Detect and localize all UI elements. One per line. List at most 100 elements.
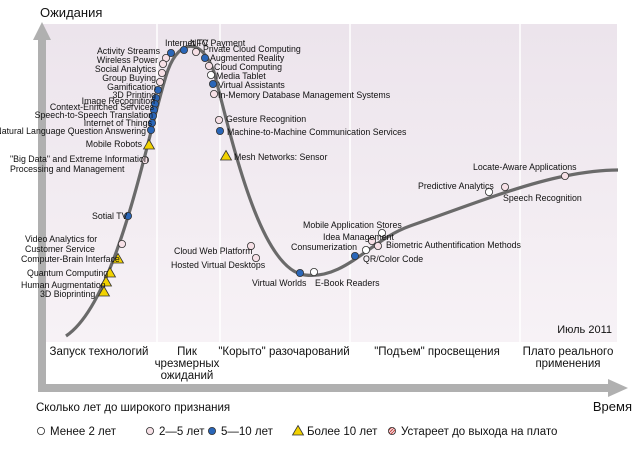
tech-31-marker [246, 241, 255, 250]
tech-33-marker [295, 268, 304, 277]
tech-19-marker [146, 126, 155, 135]
tech-23-marker [219, 149, 233, 161]
tech-24-marker [140, 155, 149, 164]
tech-35-label: Consumerization [291, 242, 357, 252]
tech-25-marker [124, 211, 133, 220]
tech-36-label: Mobile Application Stores [303, 220, 402, 230]
legend-1-label: Менее 2 лет [50, 426, 117, 438]
tech-42-marker [561, 171, 570, 180]
date-label: Июль 2011 [557, 324, 612, 336]
tech-4-label: Activity Streams [97, 46, 161, 56]
tech-1-marker [166, 49, 175, 58]
tech-30-marker [97, 285, 111, 297]
tech-12-label: Gamification [107, 82, 156, 92]
tech-34-marker [309, 267, 318, 276]
tech-10-label: Group Buying [102, 73, 156, 83]
tech-3-marker [191, 48, 200, 57]
phase-label-1: Запуск технологий [50, 346, 149, 358]
tech-5-label: Augmented Reality [210, 53, 285, 63]
tech-40-marker [484, 187, 493, 196]
tech-39-label: QR/Color Code [363, 254, 423, 264]
tech-41-marker [500, 182, 509, 191]
tech-1-label: Internet TV [165, 38, 208, 48]
tech-32-marker [251, 253, 260, 262]
tech-28-label: Quantum Computing [27, 268, 108, 278]
legend-5-marker [387, 426, 396, 435]
tech-42-label: Locate-Aware Applications [473, 162, 577, 172]
tech-6-label: Wireless Power [97, 55, 158, 65]
tech-10-marker [155, 78, 164, 87]
tech-27-label: Computer-Brain Interface [21, 254, 120, 264]
tech-28-marker [103, 266, 117, 278]
tech-7-marker [204, 62, 213, 71]
tech-38-label: Biometric Authentification Methods [386, 240, 522, 250]
tech-18-label: Internet of Things [84, 118, 153, 128]
x-axis-label: Время [593, 399, 632, 414]
x-axis-arrow [608, 379, 628, 397]
legend-title: Сколько лет до широкого признания [36, 402, 230, 414]
tech-25-label: Sotial TV [92, 211, 128, 221]
tech-22-marker [142, 138, 156, 150]
phase-label-3: "Корыто" разочарований [218, 346, 349, 358]
tech-14-label: 3D Printing [112, 90, 156, 100]
tech-26-label: Video Analytics for Customer Service [25, 234, 97, 254]
tech-11-marker [208, 80, 217, 89]
tech-40-label: Predictive Analytics [418, 181, 494, 191]
tech-22-label: Mobile Robots [86, 139, 143, 149]
tech-37-label: Idea Management [323, 232, 394, 242]
tech-12-marker [153, 86, 162, 95]
legend-1-marker [37, 426, 46, 435]
tech-15-label: Image Recognition [82, 96, 155, 106]
y-axis-label: Ожидания [40, 5, 102, 20]
tech-19-label: Natural Language Question Answering [0, 126, 146, 136]
tech-7-label: Cloud Computing [214, 62, 282, 72]
tech-20-marker [214, 116, 223, 125]
tech-34-label: E-Book Readers [315, 278, 380, 288]
legend-3-marker [207, 426, 216, 435]
phase-label-5: Плато реального применения [523, 346, 614, 370]
tech-8-label: Social Analytics [95, 64, 157, 74]
tech-27-marker [111, 252, 125, 264]
tech-2-label: NFC Payment [190, 38, 246, 48]
legend-4-label: Более 10 лет [307, 426, 378, 438]
tech-16-label: Context-Enriched Services [50, 102, 155, 112]
tech-5-marker [200, 54, 209, 63]
legend-2-label: 2—5 лет [159, 426, 205, 438]
tech-29-marker [99, 275, 113, 287]
tech-3-label: Private Cloud Computing [203, 44, 301, 54]
tech-8-marker [157, 69, 166, 78]
tech-39-marker [361, 245, 370, 254]
tech-26-marker [118, 239, 127, 248]
legend-4-marker [291, 424, 305, 436]
phase-label-2: Пик чрезмерных ожиданий [155, 346, 220, 382]
tech-23-label: Mesh Networks: Sensor [234, 152, 327, 162]
tech-36-marker [377, 228, 386, 237]
tech-24-label: "Big Data" and Extreme Information Proces… [10, 154, 149, 174]
tech-31-label: Cloud Web Platform [174, 246, 253, 256]
tech-17-label: Speech-to-Speech Translation [35, 110, 153, 120]
y-axis-arrow [33, 22, 51, 40]
tech-37-marker [367, 236, 376, 245]
tech-35-marker [350, 251, 359, 260]
tech-20-label: Gesture Recognition [226, 114, 306, 124]
legend-3-label: 5—10 лет [221, 426, 274, 438]
tech-29-label: Human Augmentation [21, 280, 106, 290]
phase-label-4: "Подъем" просвещения [374, 346, 500, 358]
tech-9-label: Media Tablet [216, 71, 266, 81]
tech-38-marker [373, 241, 382, 250]
tech-13-marker [209, 90, 218, 99]
tech-13-label: In-Memory Database Management Systems [218, 90, 391, 100]
tech-11-label: Virtual Assistants [218, 80, 285, 90]
tech-21-label: Machine-to-Machine Communication Service… [227, 127, 407, 137]
legend-2-marker [145, 426, 154, 435]
legend-5-label: Устареет до выхода на плато [401, 426, 557, 438]
tech-2-marker [179, 46, 188, 55]
tech-30-label: 3D Bioprinting [40, 289, 95, 299]
tech-33-label: Virtual Worlds [252, 278, 307, 288]
tech-9-marker [206, 71, 215, 80]
tech-21-marker [215, 127, 224, 136]
tech-32-label: Hosted Virtual Desktops [171, 260, 266, 270]
tech-41-label: Speech Recognition [503, 193, 582, 203]
